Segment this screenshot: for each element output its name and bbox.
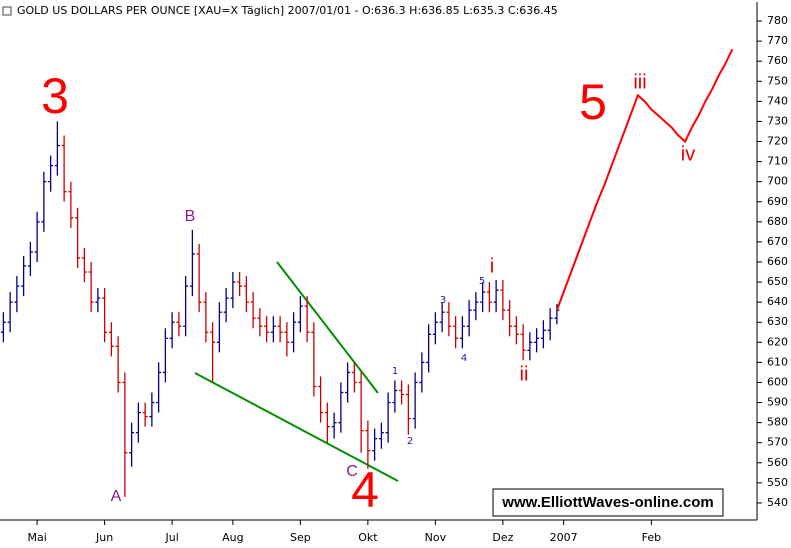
x-tick-label: Aug [222, 531, 243, 544]
y-tick-label: 630 [767, 315, 788, 328]
y-tick-label: 560 [767, 456, 788, 469]
watermark-box [492, 488, 724, 517]
wave-label: C [346, 463, 358, 480]
y-tick-label: 770 [767, 34, 788, 47]
wave-label: 4 [461, 353, 467, 364]
x-tick-label: Nov [425, 531, 447, 544]
y-tick-label: 600 [767, 375, 788, 388]
x-tick-label: Jun [95, 531, 113, 544]
wave-label: 1 [392, 366, 398, 377]
trend-line [194, 372, 399, 482]
y-tick-label: 760 [767, 54, 788, 67]
y-tick-label: 610 [767, 355, 788, 368]
y-tick-label: 670 [767, 235, 788, 248]
chart-title: GOLD US DOLLARS PER OUNCE [XAU=X Täglich… [17, 4, 558, 17]
wave-label: A [111, 488, 122, 505]
y-tick-label: 570 [767, 436, 788, 449]
y-tick-label: 540 [767, 496, 788, 509]
y-tick-label: 640 [767, 295, 788, 308]
wave-label: B [185, 208, 196, 225]
y-tick-label: 720 [767, 135, 788, 148]
wave-label: i [490, 255, 494, 277]
x-tick-label: Jul [164, 531, 178, 544]
y-tick-label: 550 [767, 476, 788, 489]
wave-label: 2 [407, 436, 413, 447]
x-tick-label: Sep [290, 531, 311, 544]
trend-line [276, 261, 379, 394]
x-tick-label: Mai [27, 531, 46, 544]
title-icon [2, 6, 12, 16]
wave-label: 4 [351, 462, 379, 518]
wave-label: 5 [479, 276, 485, 287]
y-tick-label: 590 [767, 396, 788, 409]
wave-label: 3 [41, 68, 69, 124]
y-tick-label: 780 [767, 14, 788, 27]
y-tick-label: 690 [767, 195, 788, 208]
y-tick-label: 620 [767, 335, 788, 348]
x-tick-label: Dez [492, 531, 513, 544]
y-tick-label: 660 [767, 255, 788, 268]
x-tick-label: Okt [358, 531, 378, 544]
y-tick-label: 710 [767, 155, 788, 168]
y-tick-label: 730 [767, 114, 788, 127]
wave-label: iii [633, 71, 646, 93]
watermark: www.ElliottWaves-online.com [501, 494, 713, 511]
projection-line [555, 48, 734, 311]
wave-label: iv [681, 143, 695, 165]
y-tick-label: 650 [767, 275, 788, 288]
y-tick-label: 700 [767, 175, 788, 188]
x-tick-label: 2007 [550, 531, 578, 544]
marks [0, 48, 734, 497]
wave-label: 3 [440, 295, 446, 306]
x-tick-label: Feb [642, 531, 661, 544]
wave-label: 5 [579, 74, 607, 130]
y-tick-label: 580 [767, 416, 788, 429]
y-tick-label: 680 [767, 215, 788, 228]
y-tick-label: 750 [767, 74, 788, 87]
y-tick-label: 740 [767, 94, 788, 107]
wave-label: ii [520, 363, 529, 385]
